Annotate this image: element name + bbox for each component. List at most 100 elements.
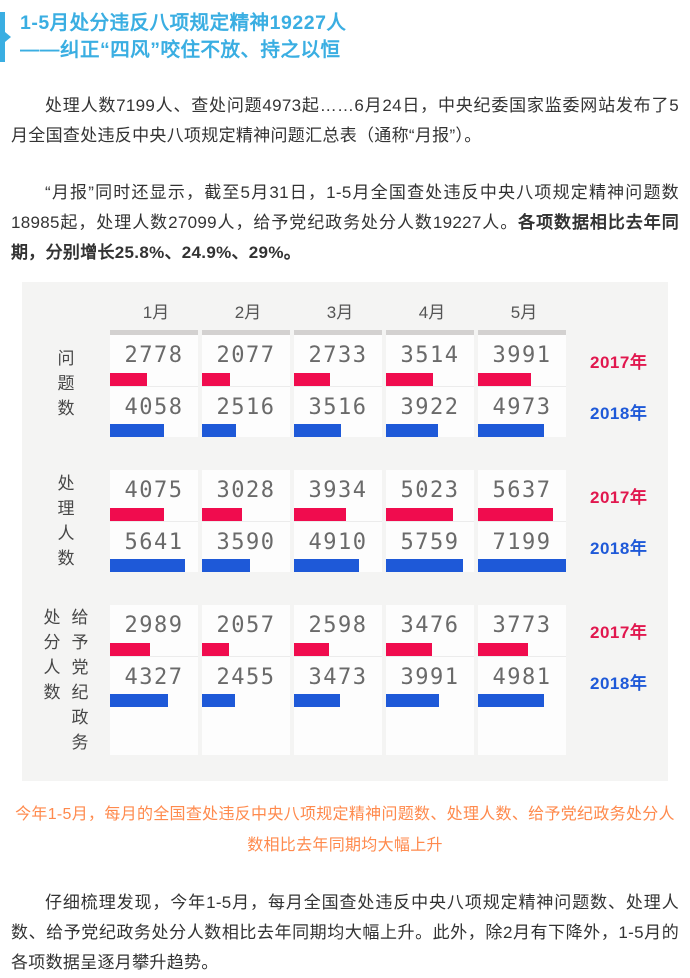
value-sub-cell: 2057 [202, 605, 290, 656]
value-bar-2018年 [478, 423, 545, 437]
value-number: 3516 [308, 394, 368, 420]
title-line-2: ——纠正“四风”咬住不放、持之以恒 [20, 39, 341, 61]
section-row-label-columns: 问题数 [57, 346, 76, 421]
value-bar-2017年 [202, 507, 243, 521]
value-sub-cell: 2598 [294, 605, 382, 656]
value-number: 4327 [124, 664, 184, 690]
section-legend: 2017年 2018年 [570, 330, 668, 437]
month-data-cell: 2989 4327 [110, 604, 198, 755]
value-number: 3514 [400, 343, 460, 369]
value-sub-cell: 7199 [478, 520, 566, 572]
value-number: 5637 [492, 478, 552, 504]
value-bar-2018年 [110, 423, 165, 437]
title-line-1: 1-5月处分违反八项规定精神19227人 [20, 12, 347, 34]
value-sub-cell: 3514 [386, 335, 474, 386]
value-bar-2018年 [202, 558, 250, 572]
month-header: 3月 [326, 303, 354, 323]
chart-section: 问题数 2778 4058 2077 2516 2733 3516 3514 3922 3991 4… [22, 329, 668, 437]
value-sub-cell: 2778 [110, 335, 198, 386]
chart-month-header-row: 1月 2月 3月 4月 5月 [22, 282, 668, 330]
month-data-cell: 4075 5641 [110, 469, 198, 572]
value-number: 4058 [124, 394, 184, 420]
chart-month-header-cols: 1月 2月 3月 4月 5月 [110, 288, 570, 323]
month-data-cell: 3476 3991 [386, 604, 474, 755]
month-header: 4月 [418, 303, 446, 323]
value-bar-2018年 [294, 423, 341, 437]
paragraph-2-text: “月报”同时还显示，截至5月31日，1-5月全国查处违反中央八项规定精神问题数1… [11, 182, 679, 232]
value-number: 2778 [124, 343, 184, 369]
section-legend: 2017年 2018年 [570, 470, 668, 572]
value-number: 3922 [400, 394, 460, 420]
value-bar-2017年 [294, 642, 329, 656]
value-sub-cell: 2077 [202, 335, 290, 386]
value-bar-2017年 [294, 507, 347, 521]
vertical-label: 给予党纪政务 [71, 607, 89, 752]
value-number: 3590 [216, 529, 276, 555]
month-data-cell: 2077 2516 [202, 329, 290, 437]
vertical-label: 处分人数 [43, 607, 61, 702]
value-bar-2017年 [202, 372, 230, 386]
legend-label-2017年: 2017年 [590, 622, 648, 642]
value-number: 2598 [308, 613, 368, 639]
section-data-cols: 2778 4058 2077 2516 2733 3516 3514 3922 3991 4973 [110, 329, 570, 437]
value-number: 3476 [400, 613, 460, 639]
month-data-cell: 3514 3922 [386, 329, 474, 437]
value-number: 3991 [492, 343, 552, 369]
value-sub-cell: 5023 [386, 470, 474, 521]
value-sub-cell: 2989 [110, 605, 198, 656]
value-number: 4981 [492, 664, 552, 690]
value-sub-cell: 3590 [202, 520, 290, 572]
value-number: 2516 [216, 394, 276, 420]
month-data-cell: 3773 4981 [478, 604, 566, 755]
value-bar-2017年 [110, 372, 148, 386]
value-bar-2018年 [386, 423, 439, 437]
section-row-label: 处分人数 给予党纪政务 [22, 605, 110, 755]
section-legend: 2017年 2018年 [570, 605, 668, 755]
value-number: 5759 [400, 529, 460, 555]
value-sub-cell: 3991 [478, 335, 566, 386]
legend-label-2018年: 2018年 [590, 403, 648, 423]
value-bar-2018年 [478, 693, 545, 707]
value-bar-2018年 [202, 423, 236, 437]
value-number: 3934 [308, 478, 368, 504]
month-data-cell: 3028 3590 [202, 469, 290, 572]
value-sub-cell: 4981 [478, 655, 566, 707]
month-data-cell: 3991 4973 [478, 329, 566, 437]
value-bar-2017年 [386, 507, 453, 521]
section-row-label: 问题数 [22, 330, 110, 437]
value-bar-2017年 [386, 372, 433, 386]
value-sub-cell: 3516 [294, 385, 382, 437]
legend-label-2018年: 2018年 [590, 673, 648, 693]
section-data-cols: 4075 5641 3028 3590 3934 4910 5023 5759 5637 7199 [110, 469, 570, 572]
value-number: 2077 [216, 343, 276, 369]
value-bar-2017年 [110, 642, 150, 656]
value-number: 5023 [400, 478, 460, 504]
value-bar-2017年 [478, 507, 554, 521]
paragraph-2: “月报”同时还显示，截至5月31日，1-5月全国查处违反中央八项规定精神问题数1… [11, 178, 679, 268]
month-data-cell: 2598 3473 [294, 604, 382, 755]
month-header: 2月 [234, 303, 262, 323]
vertical-label: 问题数 [57, 348, 75, 418]
value-sub-cell: 3473 [294, 655, 382, 707]
value-sub-cell: 3934 [294, 470, 382, 521]
value-sub-cell: 2733 [294, 335, 382, 386]
value-bar-2018年 [386, 558, 463, 572]
value-bar-2018年 [202, 693, 235, 707]
value-number: 2733 [308, 343, 368, 369]
section-row-label-columns: 处分人数 给予党纪政务 [43, 605, 90, 755]
title-accent-bar [0, 12, 11, 62]
value-number: 3028 [216, 478, 276, 504]
monthly-report-chart: 1月 2月 3月 4月 5月 问题数 2778 4058 2077 2516 2733 3516 351… [22, 281, 668, 781]
chart-section: 处分人数 给予党纪政务 2989 4327 2057 2455 2598 3473 3476 39… [22, 604, 668, 755]
value-number: 4910 [308, 529, 368, 555]
value-bar-2018年 [294, 558, 360, 572]
value-sub-cell: 4910 [294, 520, 382, 572]
value-sub-cell: 3773 [478, 605, 566, 656]
value-sub-cell: 4075 [110, 470, 198, 521]
value-bar-2017年 [202, 642, 230, 656]
value-number: 3473 [308, 664, 368, 690]
month-data-cell: 5637 7199 [478, 469, 566, 572]
legend-label-2017年: 2017年 [590, 352, 648, 372]
legend-label-2017年: 2017年 [590, 487, 648, 507]
vertical-label: 处理人数 [57, 473, 75, 568]
